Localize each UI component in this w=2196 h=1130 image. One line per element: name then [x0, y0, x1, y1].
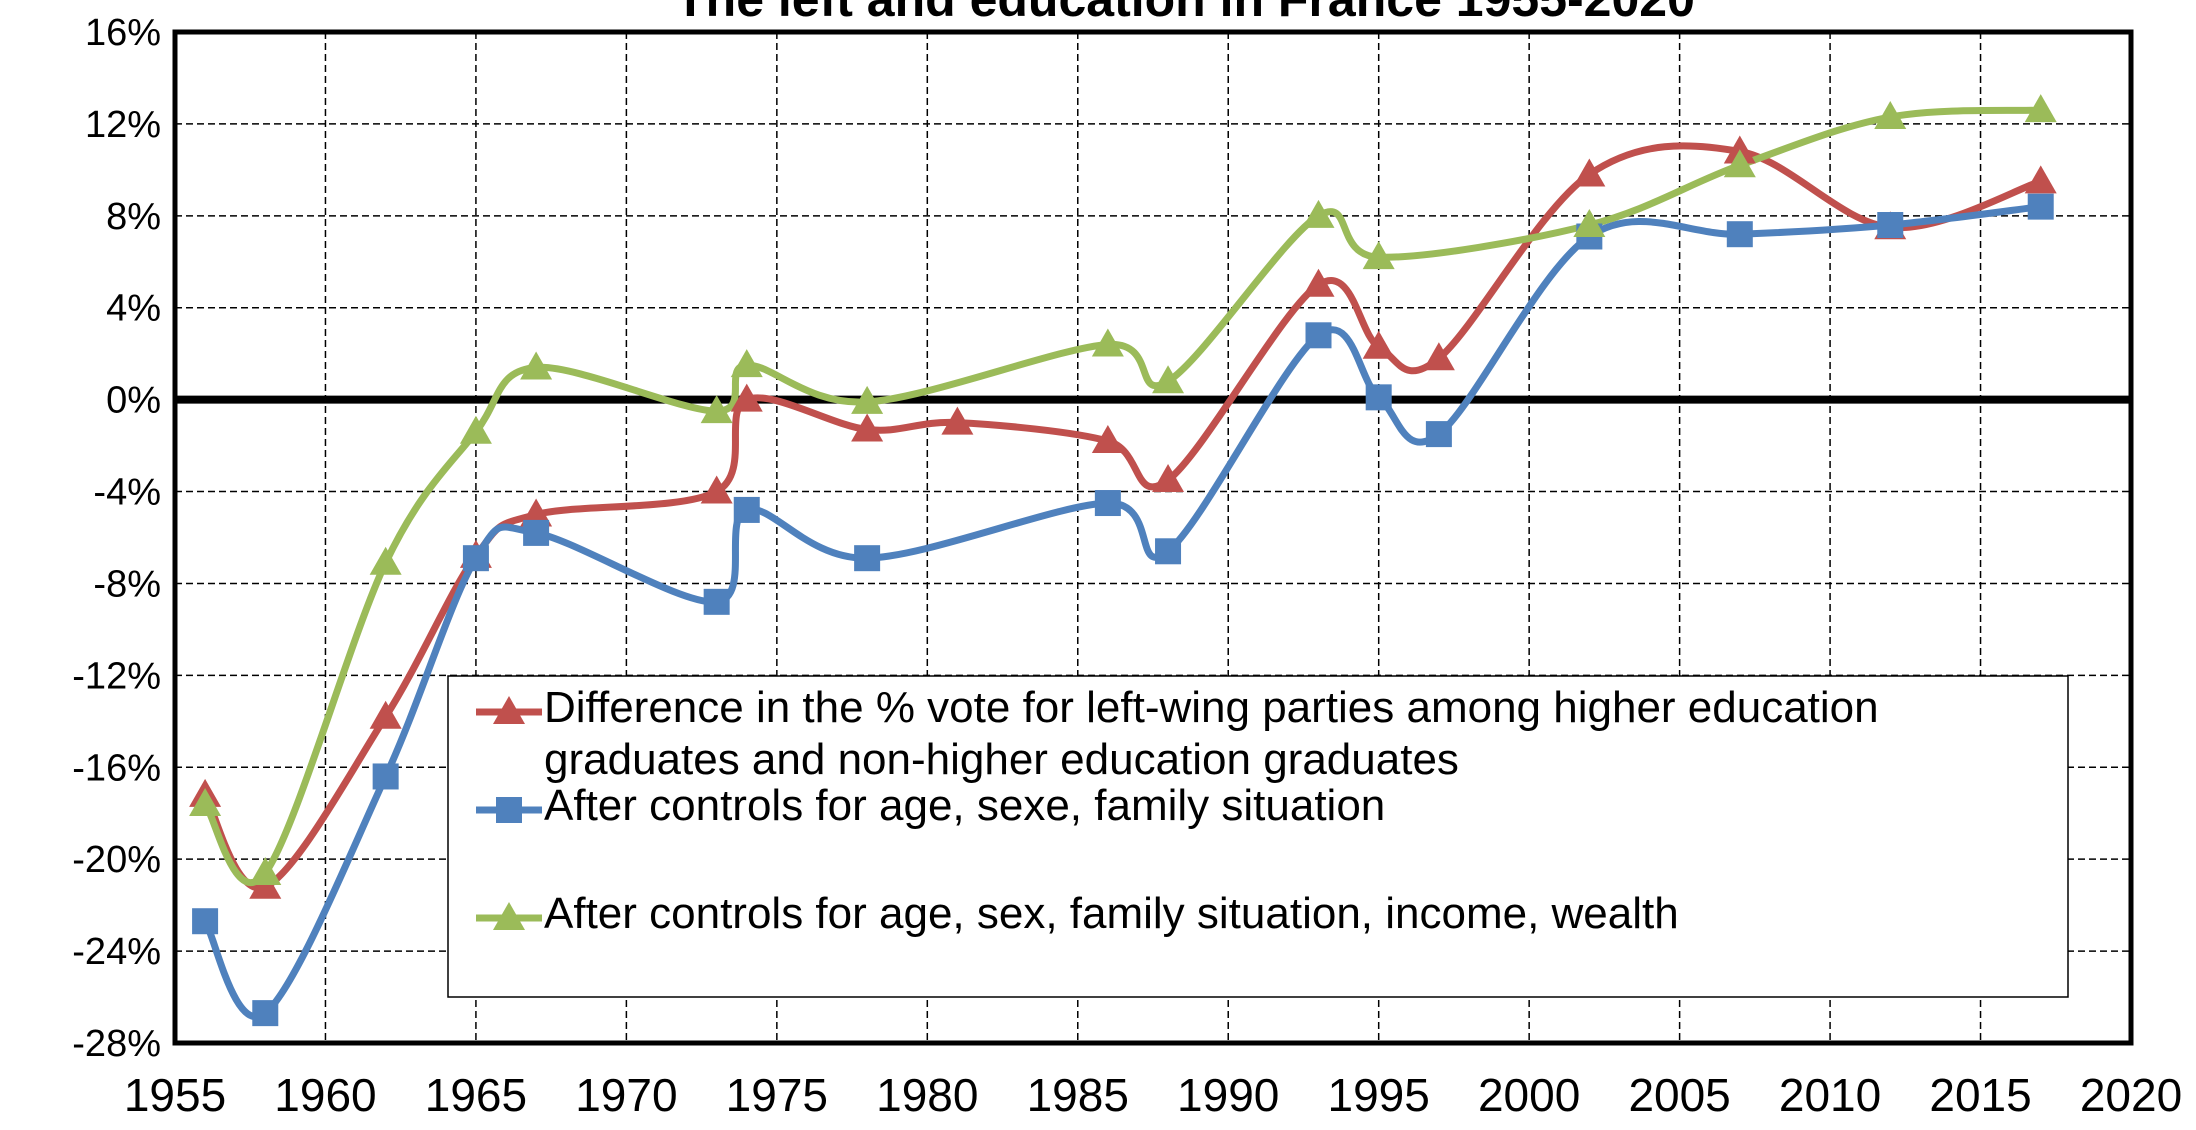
x-tick-label: 2000 — [1478, 1069, 1580, 1121]
y-tick-label: -8% — [93, 563, 161, 605]
marker — [369, 546, 402, 575]
marker — [1362, 241, 1395, 270]
legend-marker — [493, 902, 525, 930]
marker — [1425, 421, 1452, 448]
marker — [192, 908, 219, 935]
marker — [189, 788, 222, 817]
y-tick-label: -4% — [93, 472, 161, 514]
x-tick-label: 1975 — [726, 1069, 828, 1121]
marker — [372, 763, 399, 790]
marker — [1362, 330, 1395, 359]
marker — [1152, 464, 1185, 493]
marker — [1302, 268, 1335, 297]
marker — [2024, 94, 2057, 123]
y-tick-label: -16% — [72, 747, 161, 789]
x-tick-label: 2010 — [1779, 1069, 1881, 1121]
y-tick-label: -28% — [72, 1023, 161, 1065]
marker — [1573, 158, 1606, 187]
marker — [1573, 209, 1606, 238]
legend-entry: After controls for age, sexe, family sit… — [544, 781, 1386, 830]
x-tick-label: 1960 — [274, 1069, 376, 1121]
legend-marker — [493, 696, 525, 724]
marker — [459, 415, 492, 444]
marker — [520, 498, 553, 527]
x-tick-label: 1985 — [1027, 1069, 1129, 1121]
marker — [1365, 384, 1392, 411]
y-tick-label: -24% — [72, 931, 161, 973]
x-tick-label: 1990 — [1177, 1069, 1279, 1121]
marker — [1723, 149, 1756, 178]
marker — [730, 383, 763, 412]
legend-box — [447, 675, 2069, 998]
y-tick-label: 0% — [106, 380, 161, 422]
marker — [1726, 221, 1753, 248]
x-tick-label: 1965 — [425, 1069, 527, 1121]
marker — [700, 395, 733, 424]
marker — [854, 545, 881, 572]
x-tick-label: 2015 — [1929, 1069, 2031, 1121]
marker — [1877, 212, 1904, 239]
chart-title: The left and education in France 1955-20… — [675, 0, 1695, 27]
marker — [1091, 424, 1124, 453]
marker — [1094, 490, 1121, 517]
marker — [700, 475, 733, 504]
marker — [703, 588, 730, 615]
marker — [1302, 199, 1335, 228]
y-tick-label: 8% — [106, 196, 161, 238]
x-tick-label: 2005 — [1628, 1069, 1730, 1121]
marker — [520, 351, 553, 380]
plot-frame — [172, 29, 2134, 1046]
series-line — [202, 106, 2041, 887]
legend-marker — [496, 797, 522, 823]
legend-label: After controls for age, sex, family situ… — [544, 889, 1679, 938]
y-tick-label: -12% — [72, 655, 161, 697]
legend-label: After controls for age, sexe, family sit… — [544, 781, 1386, 830]
x-tick-label: 2020 — [2080, 1069, 2182, 1121]
y-tick-label: 16% — [85, 12, 161, 54]
marker — [252, 1000, 279, 1027]
marker — [1155, 538, 1182, 565]
x-tick-label: 1955 — [124, 1069, 226, 1121]
legend-entry: After controls for age, sex, family situ… — [544, 889, 1679, 938]
marker — [730, 349, 763, 378]
x-tick-label: 1995 — [1328, 1069, 1430, 1121]
marker — [1305, 322, 1332, 349]
legend-entry: Difference in the % vote for left-wing p… — [544, 683, 1879, 784]
marker — [851, 385, 884, 414]
legend-label: Difference in the % vote for left-wing p… — [544, 683, 1879, 784]
marker — [733, 496, 760, 523]
marker — [1874, 101, 1907, 130]
y-tick-label: 4% — [106, 288, 161, 330]
marker — [369, 700, 402, 729]
marker — [851, 413, 884, 442]
marker — [249, 856, 282, 885]
y-tick-label: 12% — [85, 104, 161, 146]
y-tick-label: -20% — [72, 839, 161, 881]
x-tick-label: 1980 — [876, 1069, 978, 1121]
marker — [2027, 193, 2054, 220]
marker — [1152, 365, 1185, 394]
marker — [1091, 328, 1124, 357]
marker — [941, 406, 974, 435]
marker — [523, 519, 550, 546]
marker — [462, 545, 489, 572]
marker — [2024, 165, 2057, 194]
x-tick-label: 1970 — [575, 1069, 677, 1121]
marker — [1422, 342, 1455, 371]
series-line — [202, 142, 2042, 892]
